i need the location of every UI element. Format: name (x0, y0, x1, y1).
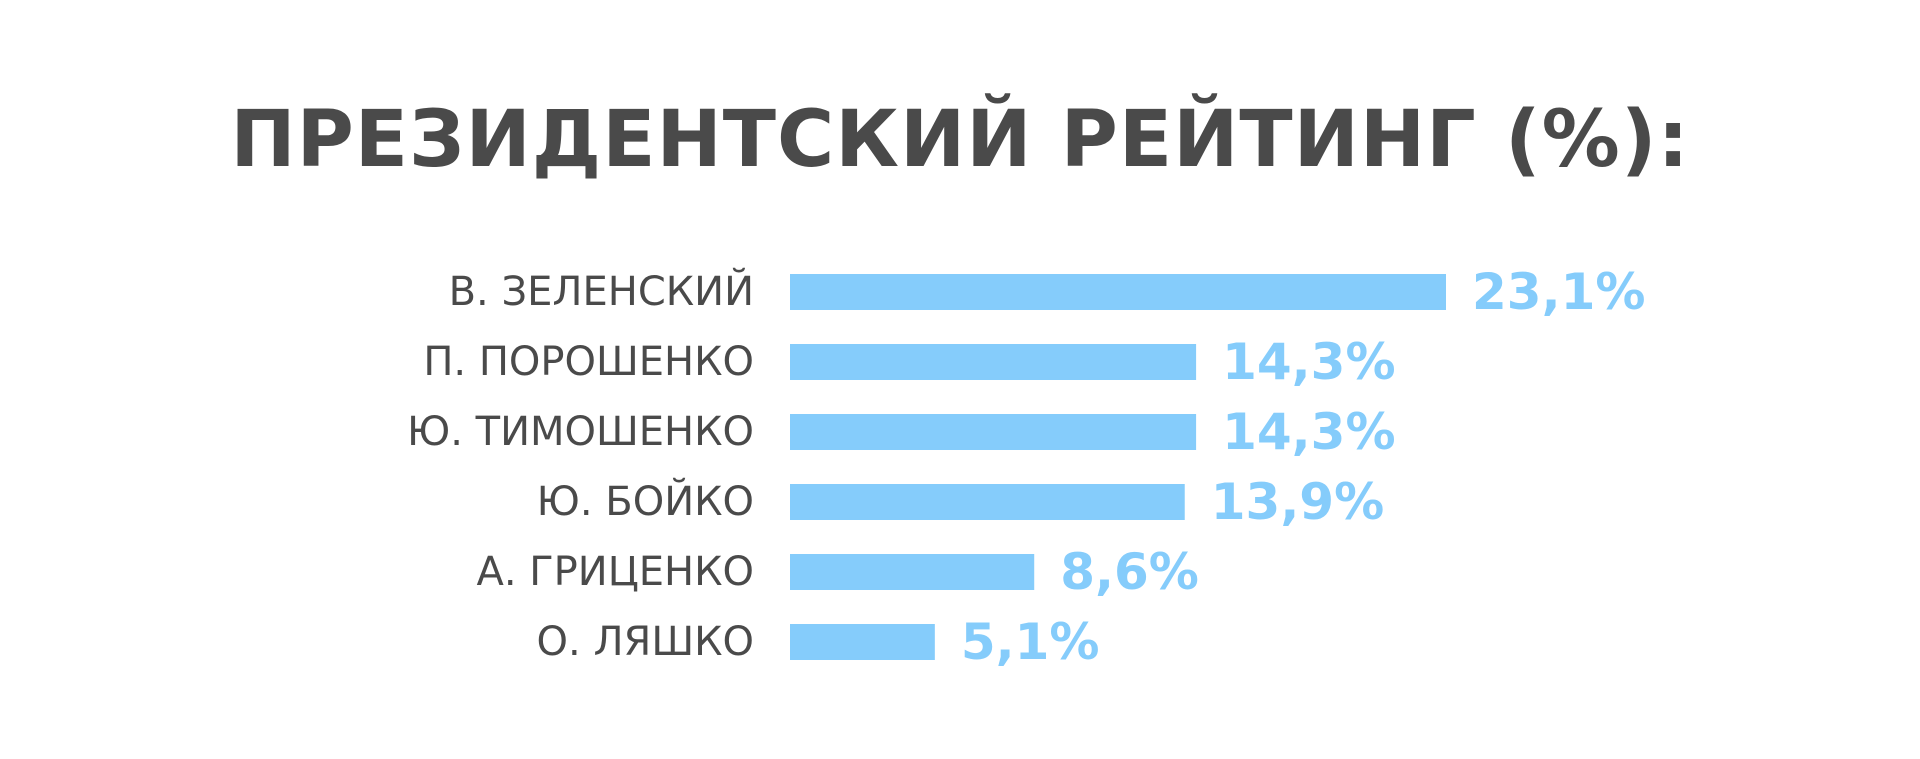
bar (790, 554, 1035, 590)
bar (790, 624, 935, 660)
category-label: Ю. БОЙКО (537, 477, 754, 525)
bar (790, 414, 1197, 450)
value-label: 14,3% (1222, 333, 1395, 391)
value-label: 14,3% (1222, 403, 1395, 461)
value-label: 5,1% (961, 613, 1100, 671)
bar (790, 484, 1185, 520)
category-label: В. ЗЕЛЕНСКИЙ (449, 267, 754, 315)
category-label: Ю. ТИМОШЕНКО (407, 409, 754, 455)
chart-title: ПРЕЗИДЕНТСКИЙ РЕЙТИНГ (%): (230, 95, 1690, 185)
value-label: 8,6% (1060, 543, 1199, 601)
category-label: О. ЛЯШКО (537, 619, 754, 665)
value-label: 13,9% (1211, 473, 1384, 531)
bar (790, 344, 1197, 380)
category-label: П. ПОРОШЕНКО (423, 339, 754, 385)
value-label: 23,1% (1472, 263, 1645, 321)
bar (790, 274, 1446, 310)
category-label: А. ГРИЦЕНКО (476, 549, 754, 595)
